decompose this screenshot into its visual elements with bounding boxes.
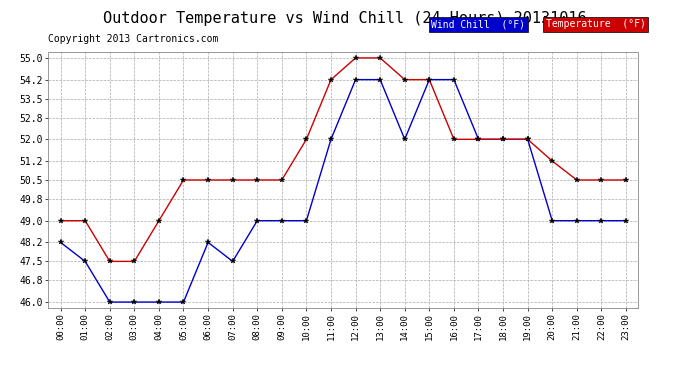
Text: Wind Chill  (°F): Wind Chill (°F) xyxy=(431,20,525,29)
Text: Copyright 2013 Cartronics.com: Copyright 2013 Cartronics.com xyxy=(48,34,219,44)
Text: Temperature  (°F): Temperature (°F) xyxy=(546,20,646,29)
Text: Outdoor Temperature vs Wind Chill (24 Hours) 20131016: Outdoor Temperature vs Wind Chill (24 Ho… xyxy=(104,11,586,26)
